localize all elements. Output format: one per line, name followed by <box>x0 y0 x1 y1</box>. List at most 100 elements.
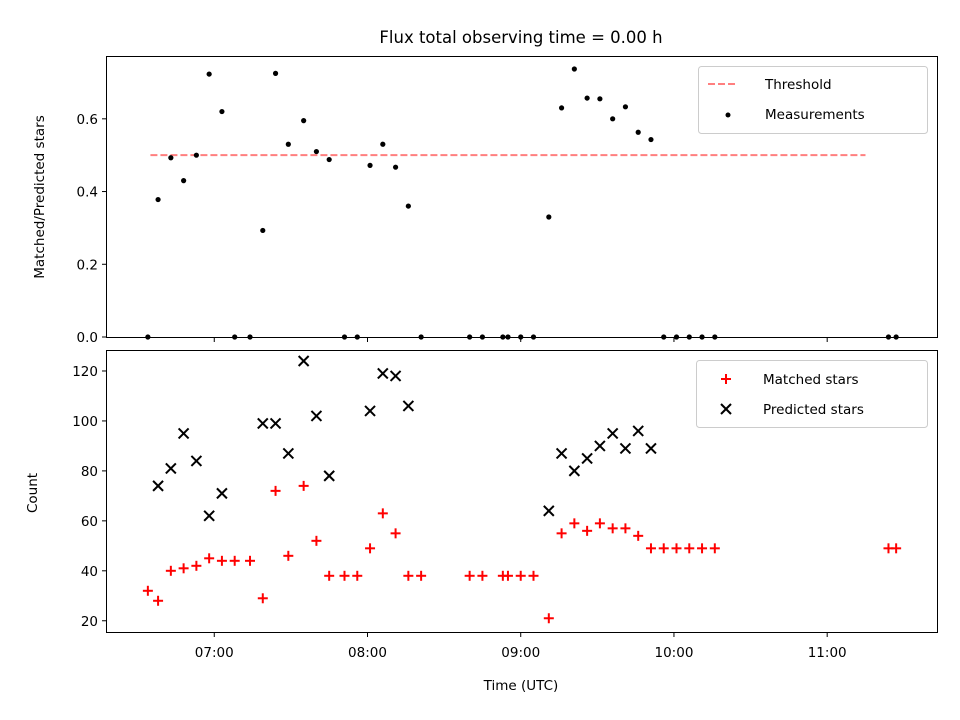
predicted-stars-point <box>581 452 593 465</box>
measurement-point <box>380 141 386 147</box>
matched-stars-point <box>594 518 605 529</box>
matched-stars-point <box>204 553 215 564</box>
matched-stars-point <box>216 555 227 566</box>
matched-stars-point <box>633 530 644 541</box>
matched-stars-point <box>229 555 240 566</box>
bottom-legend-box <box>696 360 928 428</box>
matched-stars-point <box>477 570 488 581</box>
x-tick-label: 07:00 <box>195 645 234 661</box>
legend-matched-swatch <box>721 374 731 384</box>
matched-stars-point <box>569 518 580 529</box>
predicted-stars-point <box>555 447 568 460</box>
measurement-point <box>610 116 616 122</box>
top-x-ticks <box>213 337 828 342</box>
matched-stars-point <box>377 508 388 519</box>
legend-matched-label: Matched stars <box>763 372 859 388</box>
matched-stars-point <box>464 570 475 581</box>
top-y-axis-label: Matched/Predicted stars <box>32 115 48 278</box>
measurement-point <box>206 71 212 77</box>
matched-stars-point <box>697 543 708 554</box>
matched-stars-point <box>403 570 414 581</box>
measurement-point <box>686 334 692 340</box>
measurement-point <box>467 334 473 340</box>
matched-stars-point <box>515 570 526 581</box>
predicted-stars-point <box>645 442 657 455</box>
predicted-stars-point <box>310 410 323 422</box>
measurement-point <box>260 227 266 234</box>
top-y-tick-label: 0.6 <box>77 112 98 128</box>
measurement-point <box>301 118 307 124</box>
predicted-stars-point <box>203 510 215 522</box>
matched-stars-point <box>658 543 669 554</box>
predicted-stars-point <box>568 465 581 477</box>
bottom-y-tick-label: 100 <box>72 414 98 430</box>
predicted-stars-point <box>165 462 177 475</box>
predicted-stars-point <box>389 370 402 382</box>
matched-stars-point <box>270 485 281 496</box>
matched-stars-point <box>324 570 335 581</box>
matched-stars-point <box>178 563 189 574</box>
matched-stars-point <box>245 555 256 566</box>
matched-stars-point <box>365 543 376 554</box>
matched-stars-point <box>671 543 682 554</box>
top-legend-box <box>698 66 928 134</box>
predicted-stars-point <box>632 425 644 437</box>
measurement-point <box>505 334 511 340</box>
matched-stars-point <box>502 570 513 581</box>
measurement-point <box>272 70 279 76</box>
measurement-point <box>597 96 603 102</box>
bottom-y-tick-label: 40 <box>81 564 98 580</box>
measurement-point <box>326 156 332 163</box>
top-y-tick-label: 0.4 <box>77 185 98 201</box>
measurement-point <box>622 104 629 110</box>
predicted-stars-point <box>619 442 632 455</box>
predicted-stars-point <box>594 440 606 452</box>
measurement-point <box>530 334 537 340</box>
predicted-stars-point <box>152 480 164 492</box>
matched-stars-point <box>191 560 202 571</box>
measurement-point <box>155 196 161 203</box>
matched-stars-point <box>528 570 539 581</box>
matched-stars-point <box>620 523 631 534</box>
x-tick-label: 11:00 <box>808 645 847 661</box>
predicted-stars-point <box>377 367 389 380</box>
legend-measurements-swatch <box>725 112 731 118</box>
measurement-point <box>232 334 238 340</box>
matched-stars-point <box>283 550 294 561</box>
measurement-point <box>418 334 424 340</box>
predicted-stars-point <box>364 405 376 417</box>
measurement-point <box>518 334 524 340</box>
measurement-point <box>341 334 348 340</box>
predicted-stars-point <box>190 455 203 467</box>
predicted-stars-point <box>402 400 415 412</box>
bottom-y-axis-label: Count <box>25 473 41 513</box>
measurement-point <box>584 95 590 101</box>
bottom-panel: Count 20 40 60 80 100 120 07:00 08:00 09:00 10:0… <box>25 350 938 661</box>
matched-stars-point <box>257 593 268 604</box>
matched-stars-point <box>709 543 720 554</box>
measurement-point <box>367 162 373 168</box>
matched-stars-point <box>645 543 656 554</box>
legend-threshold-label: Threshold <box>764 77 832 93</box>
measurement-point <box>392 164 399 170</box>
matched-stars-point <box>298 480 309 491</box>
top-legend: Threshold Measurements <box>698 66 928 134</box>
matched-stars-point <box>607 523 618 534</box>
x-tick-label: 08:00 <box>348 645 387 661</box>
top-y-ticks: 0.0 0.2 0.4 0.6 <box>77 112 107 346</box>
measurement-point <box>168 155 174 161</box>
measurement-point <box>648 136 654 143</box>
measurement-point <box>673 334 680 340</box>
measurement-point <box>699 334 705 340</box>
matched-stars-point <box>556 528 567 539</box>
predicted-stars-point <box>297 355 310 367</box>
measurement-point <box>661 334 667 340</box>
measurement-point <box>219 108 225 115</box>
matched-stars-point <box>142 585 153 596</box>
measurement-point <box>546 214 552 220</box>
bottom-y-tick-label: 60 <box>81 514 98 530</box>
predicted-stars-point <box>323 470 335 482</box>
top-y-tick-label: 0.2 <box>77 257 98 273</box>
predicted-stars-point <box>216 487 228 500</box>
measurement-point <box>893 334 899 340</box>
